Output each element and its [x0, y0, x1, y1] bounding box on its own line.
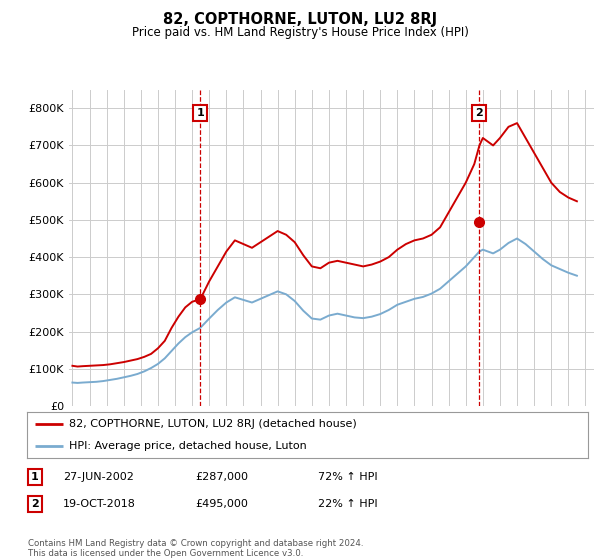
Text: Price paid vs. HM Land Registry's House Price Index (HPI): Price paid vs. HM Land Registry's House …	[131, 26, 469, 39]
Text: 82, COPTHORNE, LUTON, LU2 8RJ: 82, COPTHORNE, LUTON, LU2 8RJ	[163, 12, 437, 27]
Text: 2: 2	[476, 108, 483, 118]
Text: 72% ↑ HPI: 72% ↑ HPI	[318, 472, 377, 482]
Text: 1: 1	[31, 472, 38, 482]
Text: 27-JUN-2002: 27-JUN-2002	[63, 472, 134, 482]
Text: HPI: Average price, detached house, Luton: HPI: Average price, detached house, Luto…	[69, 441, 307, 451]
Text: 82, COPTHORNE, LUTON, LU2 8RJ (detached house): 82, COPTHORNE, LUTON, LU2 8RJ (detached …	[69, 418, 357, 428]
Text: Contains HM Land Registry data © Crown copyright and database right 2024.
This d: Contains HM Land Registry data © Crown c…	[28, 539, 364, 558]
Text: 22% ↑ HPI: 22% ↑ HPI	[318, 499, 377, 509]
Text: 19-OCT-2018: 19-OCT-2018	[63, 499, 136, 509]
Text: £495,000: £495,000	[195, 499, 248, 509]
Text: 1: 1	[196, 108, 204, 118]
Text: 2: 2	[31, 499, 38, 509]
Text: £287,000: £287,000	[195, 472, 248, 482]
